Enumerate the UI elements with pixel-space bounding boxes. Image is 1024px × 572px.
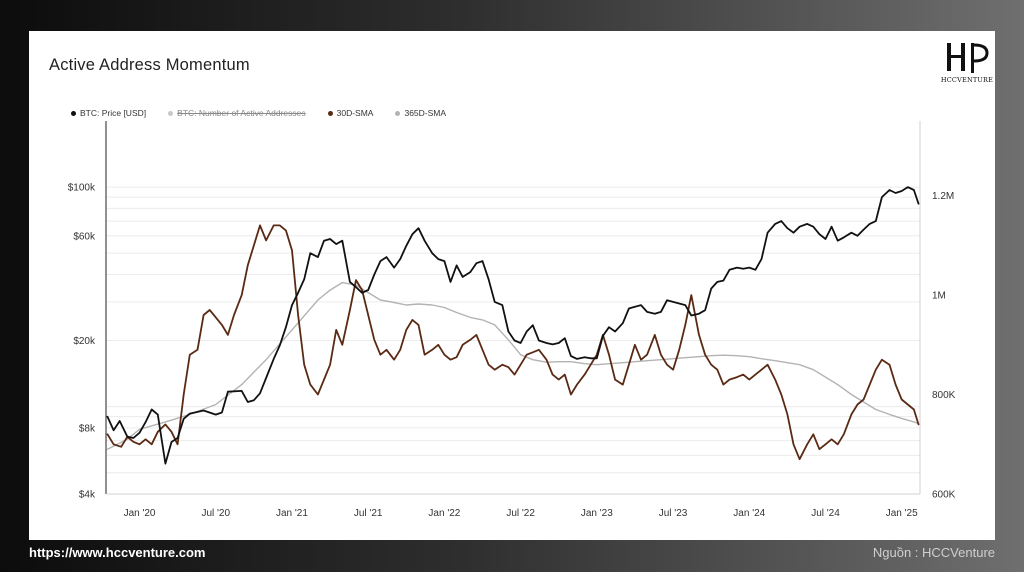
x-tick-label: Jul '21: [354, 508, 383, 519]
hccventure-logo: [947, 43, 989, 73]
x-tick-label: Jan '24: [733, 508, 765, 519]
legend-dot-icon: [327, 110, 333, 116]
legend-label: 30D-SMA: [336, 108, 374, 118]
x-tick-label: Jan '23: [581, 508, 613, 519]
legend-item[interactable]: 30D-SMA: [327, 108, 374, 118]
y-left-tick-label: $60k: [73, 231, 96, 242]
x-tick-label: Jan '20: [124, 508, 156, 519]
legend-dot-icon: [71, 110, 76, 116]
x-tick-label: Jan '22: [428, 508, 460, 519]
legend-item[interactable]: BTC: Price [USD]: [71, 108, 146, 118]
x-tick-label: Jul '23: [659, 508, 688, 519]
x-tick-label: Jan '21: [276, 508, 308, 519]
x-tick-label: Jul '24: [811, 508, 840, 519]
legend-dot-icon: [395, 110, 401, 116]
legend-item[interactable]: BTC: Number of Active Addresses: [168, 108, 306, 118]
legend-label: BTC: Price [USD]: [80, 108, 147, 118]
legend-label: 365D-SMA: [404, 108, 447, 118]
chart-card: Active Address Momentum HCCVENTURE BTC: …: [29, 31, 995, 540]
series-btc-price-line: [106, 186, 920, 465]
y-left-tick-label: $100k: [68, 183, 96, 194]
chart-title: Active Address Momentum: [49, 56, 250, 74]
series-365d-sma-line: [106, 281, 920, 450]
legend-dot-icon: [168, 110, 174, 116]
legend-item[interactable]: 365D-SMA: [395, 108, 446, 118]
logo-text: HCCVENTURE: [940, 76, 994, 84]
line-chart: $4k $8k $20k $60k $100k 600K 800K 1M 1.2M Jan '20…: [68, 121, 956, 519]
x-tick-label: Jan '25: [886, 508, 918, 519]
footer-website-link[interactable]: https://www.hccventure.com: [29, 545, 206, 560]
y-right-tick-label: 600K: [932, 490, 956, 501]
x-tick-label: Jul '22: [506, 508, 535, 519]
y-right-tick-label: 800K: [932, 390, 956, 401]
chart-legend: BTC: Price [USD] BTC: Number of Active Ad…: [71, 106, 446, 120]
y-right-tick-label: 1.2M: [932, 191, 954, 202]
y-right-tick-label: 1M: [932, 291, 946, 302]
legend-label: BTC: Number of Active Addresses: [177, 108, 306, 118]
y-left-tick-label: $20k: [73, 336, 96, 347]
y-left-tick-label: $4k: [79, 490, 96, 501]
series-30d-sma-line: [106, 224, 920, 461]
x-tick-label: Jul '20: [201, 508, 230, 519]
y-left-tick-label: $8k: [79, 423, 96, 434]
footer-source-text: Nguồn : HCCVenture: [872, 545, 995, 560]
